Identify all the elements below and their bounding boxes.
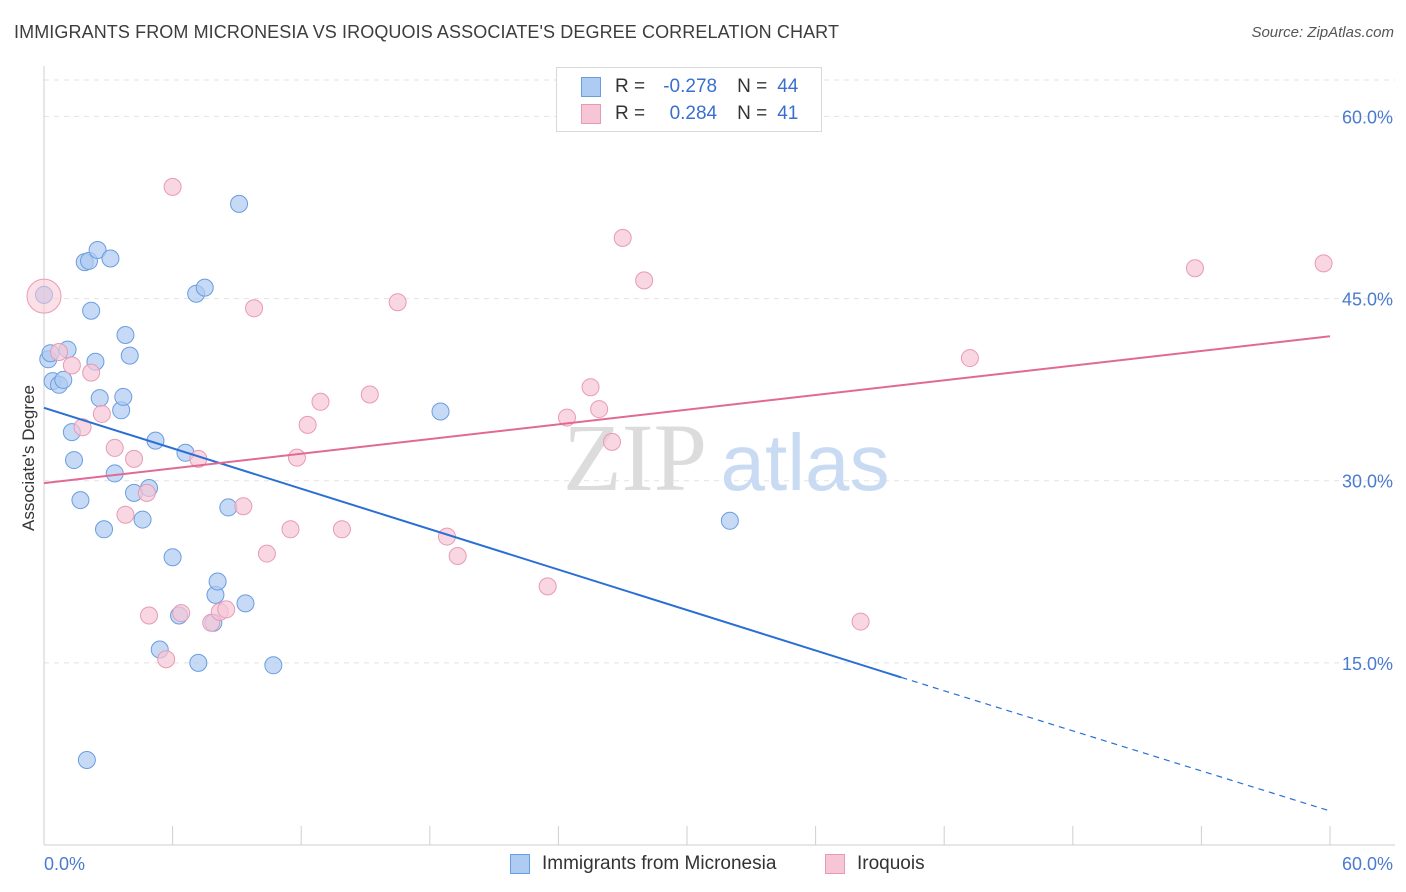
source-label: Source: ZipAtlas.com: [1251, 24, 1394, 41]
bottom-legend-label: Iroquois: [857, 853, 925, 874]
watermark: ZIP atlas: [563, 404, 889, 511]
iroquois-point: [311, 392, 330, 411]
y-axis-label: Associate's Degree: [19, 385, 38, 531]
iroquois-point: [1314, 254, 1333, 273]
legend-r-label: R =: [615, 76, 646, 97]
iroquois-point: [602, 432, 621, 451]
micronesia-point: [720, 511, 739, 530]
micronesia-point: [230, 194, 249, 213]
legend-swatch-blue: [581, 77, 601, 97]
legend-r-label: R =: [615, 103, 646, 124]
iroquois-point: [257, 544, 276, 563]
micronesia-trend-line: [43, 406, 902, 679]
micronesia-point: [431, 402, 450, 421]
iroquois-point: [557, 408, 576, 427]
iroquois-point: [50, 343, 69, 361]
bottom-legend-micronesia: Immigrants from Micronesia: [510, 851, 776, 877]
legend-swatch-pink: [581, 104, 601, 124]
grid-lines: [44, 79, 1395, 664]
legend-n-label: N =: [737, 76, 768, 97]
iroquois-point: [1185, 259, 1204, 278]
axes: [43, 66, 1395, 846]
micronesia-point: [101, 249, 120, 268]
iroquois-point: [62, 356, 81, 375]
iroquois-point: [590, 400, 609, 419]
watermark-atlas: atlas: [721, 418, 890, 507]
y-tick-label: 30.0%: [1342, 472, 1393, 492]
micronesia-point: [236, 594, 255, 613]
micronesia-point: [133, 510, 152, 529]
iroquois-point: [960, 349, 979, 368]
iroquois-point: [332, 520, 351, 539]
legend-n-value: 44: [777, 76, 799, 97]
iroquois-point: [172, 604, 191, 623]
iroquois-trend-line: [43, 335, 1331, 485]
x-tick-label: 60.0%: [1342, 854, 1393, 874]
micronesia-point: [114, 387, 133, 406]
micronesia-point: [208, 572, 227, 591]
iroquois-point: [234, 497, 253, 516]
legend-row-iroquois: R = 0.284 N = 41: [581, 101, 798, 127]
iroquois-point: [217, 600, 236, 619]
y-tick-label: 45.0%: [1342, 290, 1393, 310]
iroquois-point: [613, 228, 632, 247]
micronesia-point: [77, 751, 96, 769]
micronesia-point: [54, 370, 73, 389]
iroquois-point: [448, 547, 467, 565]
bottom-legend-label: Immigrants from Micronesia: [542, 853, 777, 874]
micronesia-point: [65, 451, 84, 470]
micronesia-point: [264, 656, 283, 675]
micronesia-point: [120, 346, 139, 365]
iroquois-point: [245, 299, 264, 318]
micronesia-point: [219, 498, 238, 517]
micronesia-point: [116, 326, 135, 344]
legend-n-label: N =: [737, 103, 768, 124]
correlation-legend: R = -0.278 N = 44 R = 0.284 N = 41: [556, 67, 822, 132]
micronesia-point: [195, 278, 214, 297]
legend-row-micronesia: R = -0.278 N = 44: [581, 74, 798, 100]
bottom-legend-swatch-pink: [825, 854, 845, 874]
micronesia-point: [90, 389, 109, 408]
iroquois-point: [851, 612, 870, 631]
iroquois-point: [581, 378, 600, 397]
iroquois-point: [157, 650, 176, 669]
iroquois-point: [281, 520, 300, 539]
x-tick-label: 0.0%: [44, 854, 85, 874]
legend-n-value: 41: [777, 103, 799, 124]
bottom-legend-swatch-blue: [510, 854, 530, 874]
chart-title: IMMIGRANTS FROM MICRONESIA VS IROQUOIS A…: [14, 22, 840, 42]
micronesia-point: [95, 520, 114, 539]
iroquois-point: [26, 278, 62, 314]
iroquois-point: [287, 448, 306, 467]
iroquois-point: [92, 404, 111, 423]
iroquois-point: [163, 177, 182, 196]
iroquois-point: [388, 293, 407, 312]
iroquois-point: [73, 418, 92, 437]
legend-r-value: 0.284: [669, 103, 718, 124]
legend-r-value: -0.278: [663, 76, 718, 97]
iroquois-point: [538, 577, 557, 596]
bottom-legend-iroquois: Iroquois: [825, 851, 925, 877]
micronesia-trend-extension: [901, 676, 1331, 812]
micronesia-point: [189, 653, 208, 672]
iroquois-point: [82, 363, 101, 382]
micronesia-point: [71, 491, 90, 510]
y-tick-label: 15.0%: [1342, 654, 1393, 674]
iroquois-point: [125, 449, 144, 468]
y-tick-label: 60.0%: [1342, 107, 1393, 127]
iroquois-point: [105, 438, 124, 457]
iroquois-point: [137, 483, 156, 502]
micronesia-point: [88, 241, 107, 259]
iroquois-point: [298, 415, 317, 434]
iroquois-point: [116, 505, 135, 524]
micronesia-point: [82, 301, 101, 320]
micronesia-point: [163, 548, 182, 567]
iroquois-point: [635, 271, 654, 290]
iroquois-point: [360, 385, 379, 404]
watermark-zip: ZIP: [563, 404, 707, 511]
iroquois-point: [140, 606, 159, 625]
